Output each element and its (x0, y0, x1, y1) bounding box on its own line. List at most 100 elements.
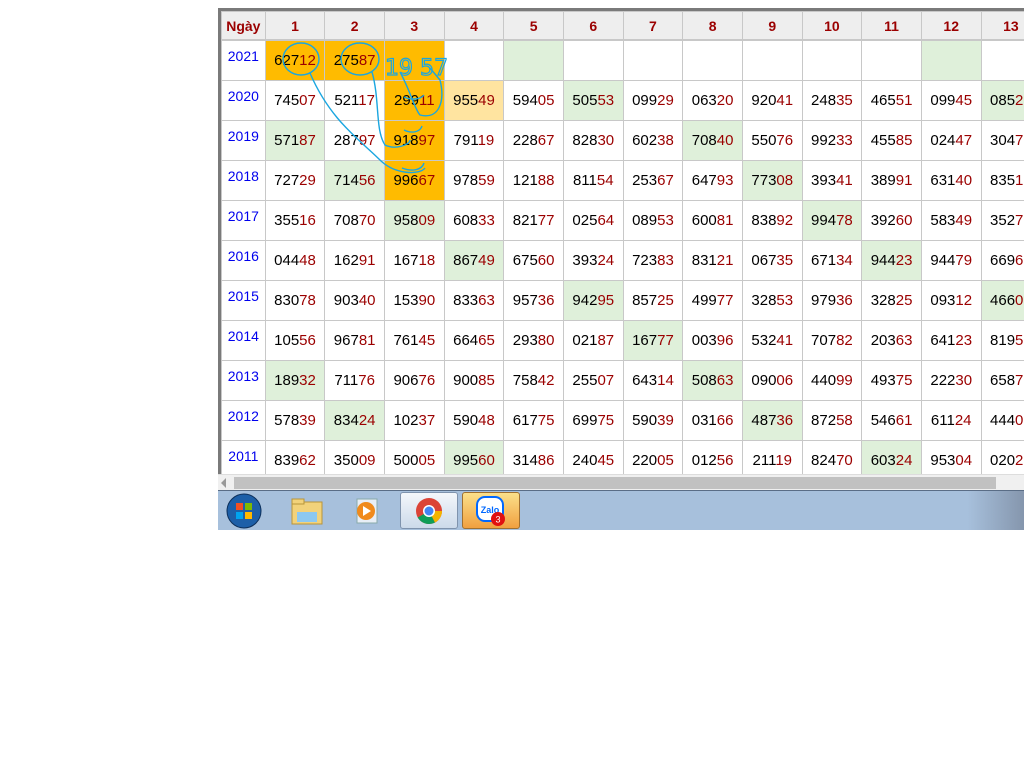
result-cell: 86749 (443, 240, 505, 281)
last-two-digits: 85 (478, 372, 495, 389)
number-prefix: 867 (453, 252, 479, 269)
last-two-digits: 86 (537, 452, 555, 469)
table-header-row: Ngày1234567891011121314 (221, 11, 1024, 41)
number-prefix: 857 (632, 292, 658, 309)
media-player-button[interactable] (338, 492, 396, 529)
result-cell: 38991 (861, 160, 922, 201)
last-two-digits: 77 (716, 292, 734, 309)
result-cell: 61775 (503, 400, 564, 441)
last-two-digits: 66 (716, 412, 734, 429)
number-prefix: 099 (632, 92, 658, 109)
last-two-digits: 41 (836, 172, 853, 189)
result-cell: 97859 (443, 160, 505, 201)
number-prefix: 707 (811, 332, 837, 349)
last-two-digits: 48 (299, 252, 316, 269)
number-prefix: 955 (453, 92, 479, 109)
result-cell: 72383 (622, 240, 684, 281)
year-link[interactable]: 2017 (221, 200, 266, 241)
number-prefix: 773 (751, 172, 777, 189)
last-two-digits: 39 (657, 412, 674, 429)
table-row: 2019 57187 28797 91897 79119 22867 82830 60238 7… (221, 120, 1024, 161)
number-prefix: 102 (393, 412, 419, 429)
last-two-digits: 56 (358, 172, 376, 189)
scroll-left-arrow-icon[interactable] (221, 478, 226, 488)
result-cell (920, 39, 982, 81)
year-link[interactable]: 2020 (221, 80, 266, 121)
number-prefix: 393 (811, 172, 837, 189)
last-two-digits: 25 (657, 292, 674, 309)
last-two-digits: 58 (836, 412, 853, 429)
number-prefix: 831 (691, 252, 717, 269)
number-prefix: 944 (870, 252, 896, 269)
last-two-digits: 29 (299, 172, 316, 189)
last-two-digits: 34 (836, 252, 853, 269)
last-two-digits: 20 (716, 92, 734, 109)
file-explorer-button[interactable] (278, 492, 336, 529)
start-button[interactable] (218, 492, 270, 529)
table-row: 2012 57839 83424 10237 59048 61775 69975 59039 0… (221, 400, 1024, 441)
result-cell: 87258 (801, 400, 863, 441)
last-two-digits: 53 (776, 292, 794, 309)
result-cell: 64314 (622, 360, 684, 401)
number-prefix: 228 (512, 132, 538, 149)
scrollbar-thumb[interactable] (234, 477, 996, 489)
number-prefix: 714 (333, 172, 359, 189)
year-link[interactable]: 2019 (221, 120, 266, 161)
number-prefix: 590 (632, 412, 658, 429)
year-link[interactable]: 2021 (221, 39, 266, 81)
last-two-digits: 32 (299, 372, 316, 389)
last-two-digits: 42 (537, 372, 555, 389)
result-cell: 09006 (741, 360, 803, 401)
horizontal-scrollbar[interactable] (218, 474, 1024, 491)
last-two-digits: 41 (776, 332, 794, 349)
number-prefix: 583 (930, 212, 956, 229)
year-link[interactable]: 2018 (221, 160, 266, 201)
result-cell: 66965 (980, 240, 1024, 281)
result-cell: 50863 (682, 360, 743, 401)
year-link[interactable]: 2014 (221, 320, 266, 361)
result-cell: 60081 (682, 200, 743, 241)
last-two-digits: 48 (478, 412, 495, 429)
last-two-digits: 56 (299, 332, 316, 349)
last-two-digits: 65 (1015, 252, 1024, 269)
last-two-digits: 45 (955, 92, 973, 109)
last-two-digits: 76 (1015, 132, 1024, 149)
result-cell: 10237 (383, 400, 445, 441)
year-link[interactable]: 2013 (221, 360, 266, 401)
last-two-digits: 91 (358, 252, 376, 269)
number-prefix: 708 (333, 212, 359, 229)
number-prefix: 105 (274, 332, 300, 349)
last-two-digits: 37 (418, 412, 436, 429)
result-cell: 39341 (801, 160, 863, 201)
column-header-3: 3 (383, 11, 445, 41)
year-link[interactable]: 2016 (221, 240, 266, 281)
result-cell: 02564 (562, 200, 624, 241)
last-two-digits: 99 (836, 372, 853, 389)
number-prefix: 508 (691, 372, 717, 389)
number-prefix: 833 (453, 292, 479, 309)
number-prefix: 203 (870, 332, 896, 349)
column-header-6: 6 (562, 11, 624, 41)
number-prefix: 304 (990, 132, 1016, 149)
last-two-digits: 60 (537, 252, 555, 269)
last-two-digits: 67 (418, 172, 436, 189)
last-two-digits: 78 (836, 212, 853, 229)
zalo-button[interactable]: Zalo 3 (462, 492, 520, 529)
result-cell: 77308 (741, 160, 803, 201)
last-two-digits: 23 (955, 332, 973, 349)
year-link[interactable]: 2012 (221, 400, 266, 441)
last-two-digits: 16 (299, 212, 316, 229)
result-cell: 90085 (443, 360, 505, 401)
last-two-digits: 92 (776, 212, 794, 229)
last-two-digits: 51 (895, 92, 913, 109)
last-two-digits: 53 (597, 92, 615, 109)
result-cell: 52117 (324, 80, 385, 121)
chrome-button[interactable] (400, 492, 458, 529)
result-cell: 59039 (622, 400, 684, 441)
result-cell (503, 39, 564, 81)
result-cell: 09312 (920, 280, 982, 321)
year-link[interactable]: 2015 (221, 280, 266, 321)
result-cell: 08528 (980, 80, 1024, 121)
last-two-digits: 24 (597, 252, 615, 269)
